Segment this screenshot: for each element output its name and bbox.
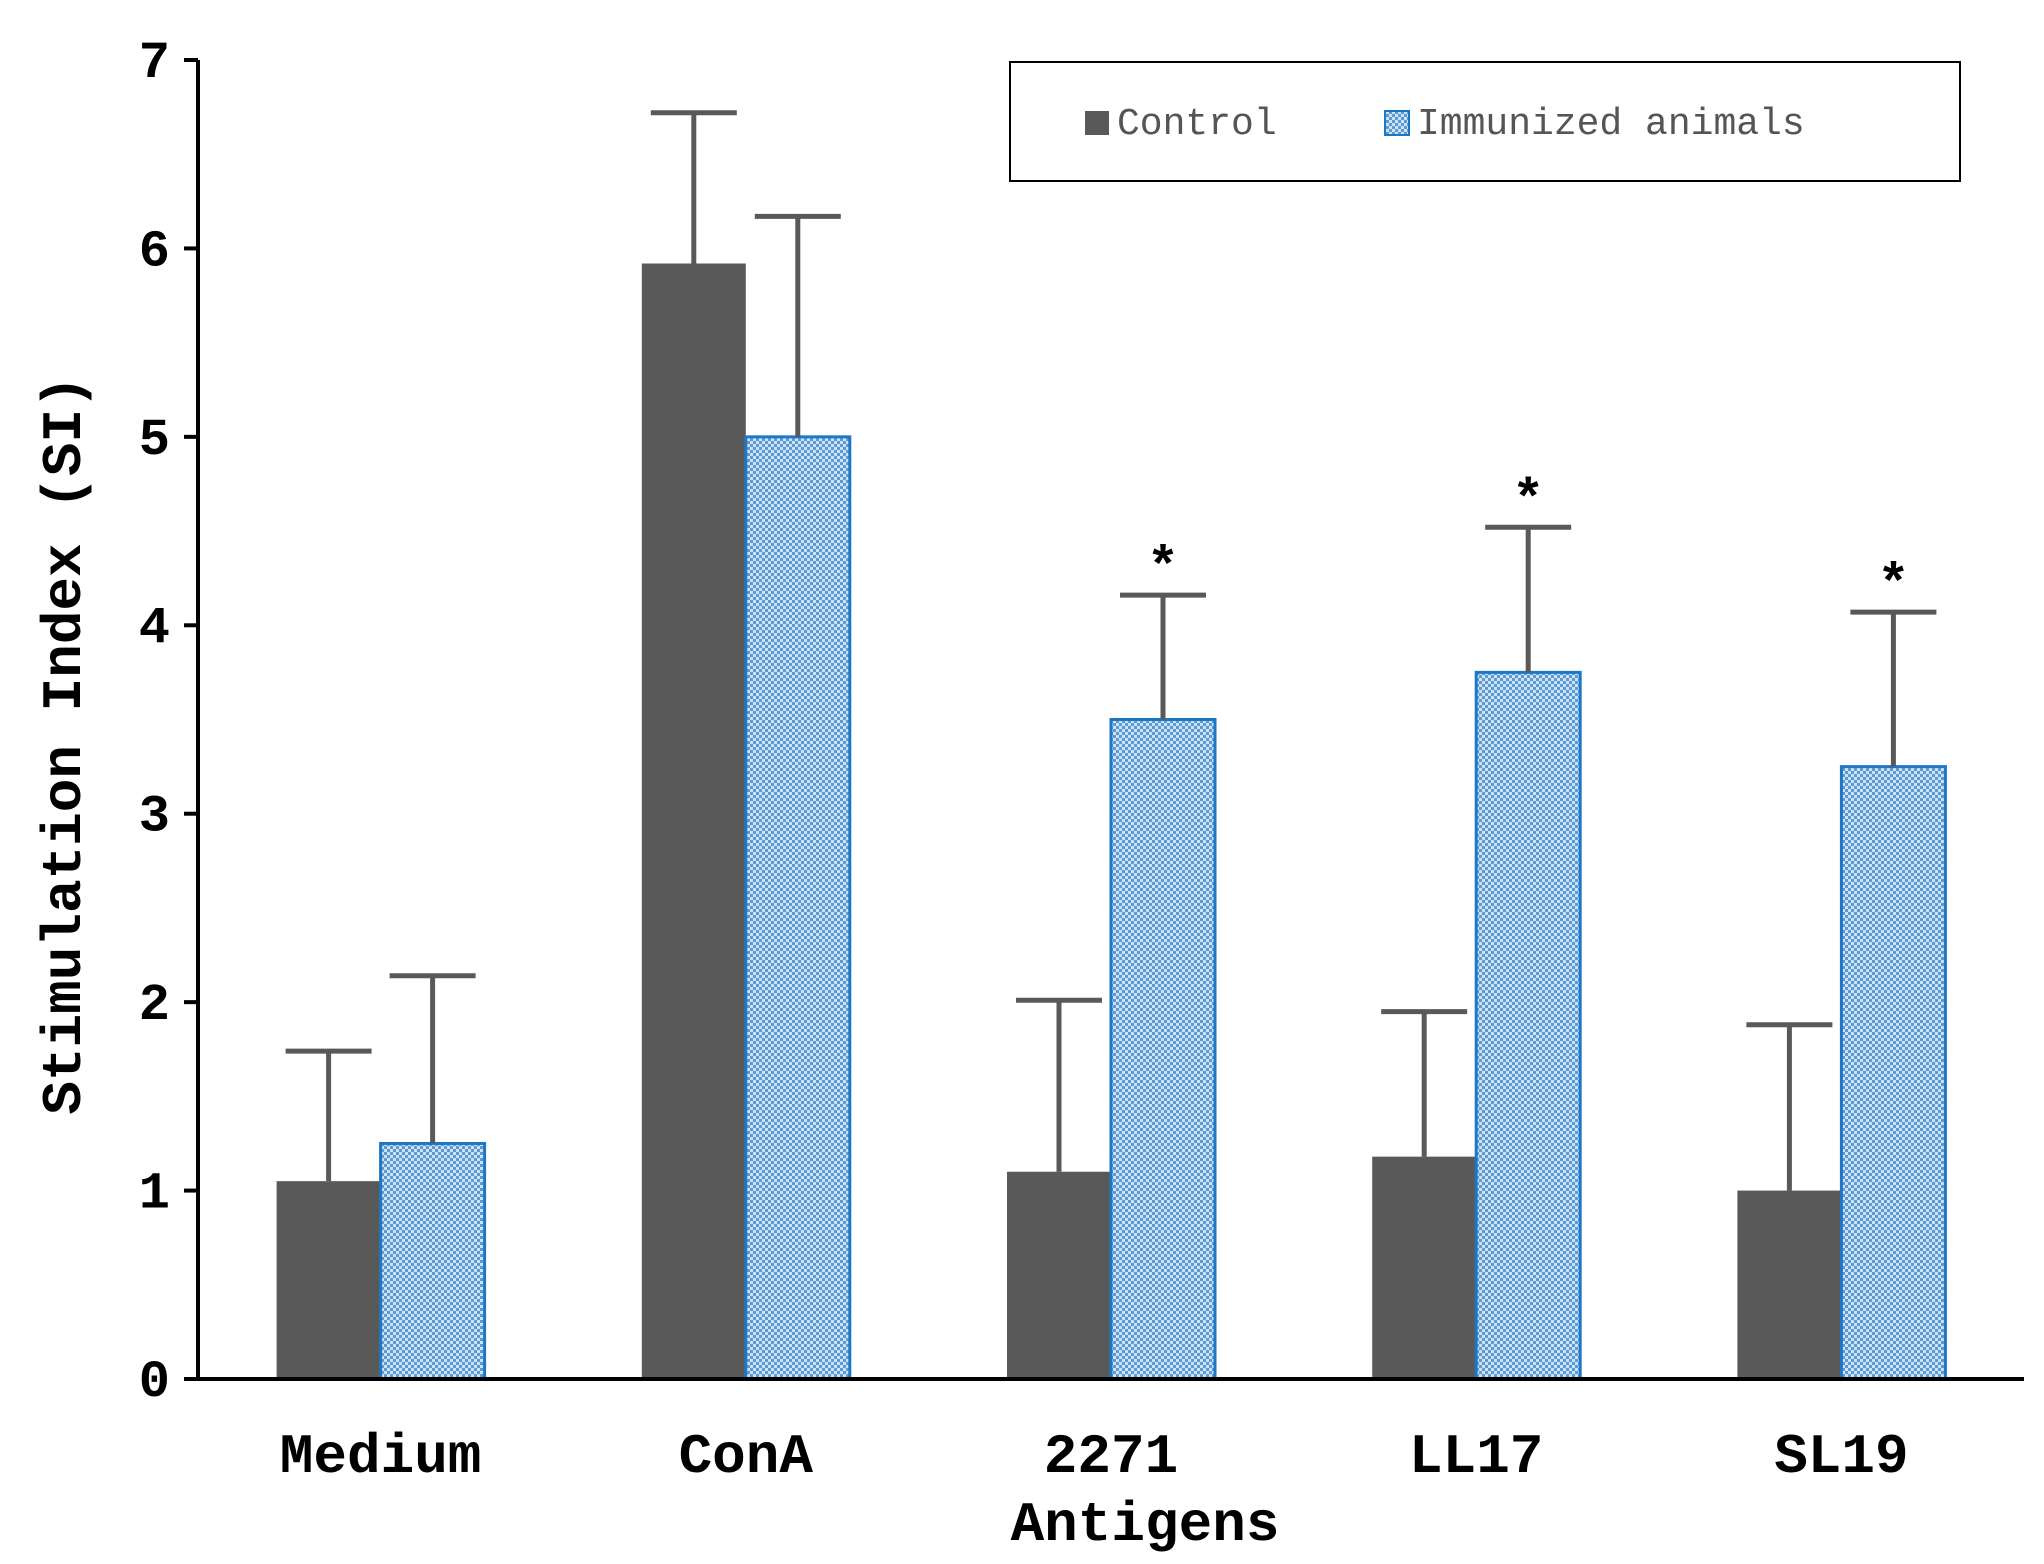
bar-control bbox=[1007, 1171, 1111, 1379]
bar-immunized bbox=[1109, 718, 1217, 1381]
bar-immunized bbox=[1474, 670, 1582, 1381]
x-category-label: LL17 bbox=[1409, 1425, 1543, 1489]
y-axis-ticks: 0 1 2 3 4 5 6 7 bbox=[139, 34, 198, 1412]
x-category-label: SL19 bbox=[1774, 1425, 1908, 1489]
y-tick-label: 7 bbox=[139, 34, 170, 93]
y-tick-label: 1 bbox=[139, 1165, 170, 1224]
significance-asterisk: * bbox=[1147, 539, 1179, 600]
legend-box bbox=[1009, 61, 1961, 182]
y-tick-label: 3 bbox=[139, 788, 170, 847]
x-category-label: Medium bbox=[280, 1425, 482, 1489]
legend-swatch-immunized bbox=[1384, 110, 1410, 136]
bar-control bbox=[1372, 1156, 1477, 1379]
y-tick-label: 6 bbox=[139, 222, 170, 281]
x-axis-title: Antigens bbox=[1011, 1493, 1280, 1557]
bar-control bbox=[276, 1181, 381, 1379]
bar-immunized bbox=[1839, 765, 1947, 1381]
x-category-label: 2271 bbox=[1044, 1425, 1178, 1489]
y-tick-label: 4 bbox=[139, 599, 170, 658]
y-axis-title: Stimulation Index (SI) bbox=[33, 375, 97, 1114]
y-tick-label: 2 bbox=[139, 976, 170, 1035]
significance-asterisk: * bbox=[1877, 556, 1909, 617]
legend: Control Immunized animals bbox=[1009, 61, 1961, 182]
legend-swatch-control bbox=[1085, 111, 1109, 135]
y-tick-label: 5 bbox=[139, 411, 170, 470]
bar-control bbox=[1737, 1190, 1842, 1379]
legend-label-control: Control bbox=[1117, 103, 1277, 146]
y-tick-label: 0 bbox=[139, 1353, 170, 1412]
significance-group: * * * bbox=[1147, 471, 1910, 617]
error-bars-group bbox=[285, 110, 1937, 1191]
bar-control bbox=[641, 263, 746, 1379]
bar-immunized bbox=[379, 1141, 487, 1381]
x-axis-labels: Medium ConA 2271 LL17 SL19 bbox=[280, 1425, 1909, 1489]
legend-label-immunized: Immunized animals bbox=[1417, 103, 1805, 146]
x-category-label: ConA bbox=[679, 1425, 814, 1489]
significance-asterisk: * bbox=[1512, 471, 1544, 532]
bars-group bbox=[276, 263, 1947, 1381]
bar-immunized bbox=[744, 435, 852, 1381]
